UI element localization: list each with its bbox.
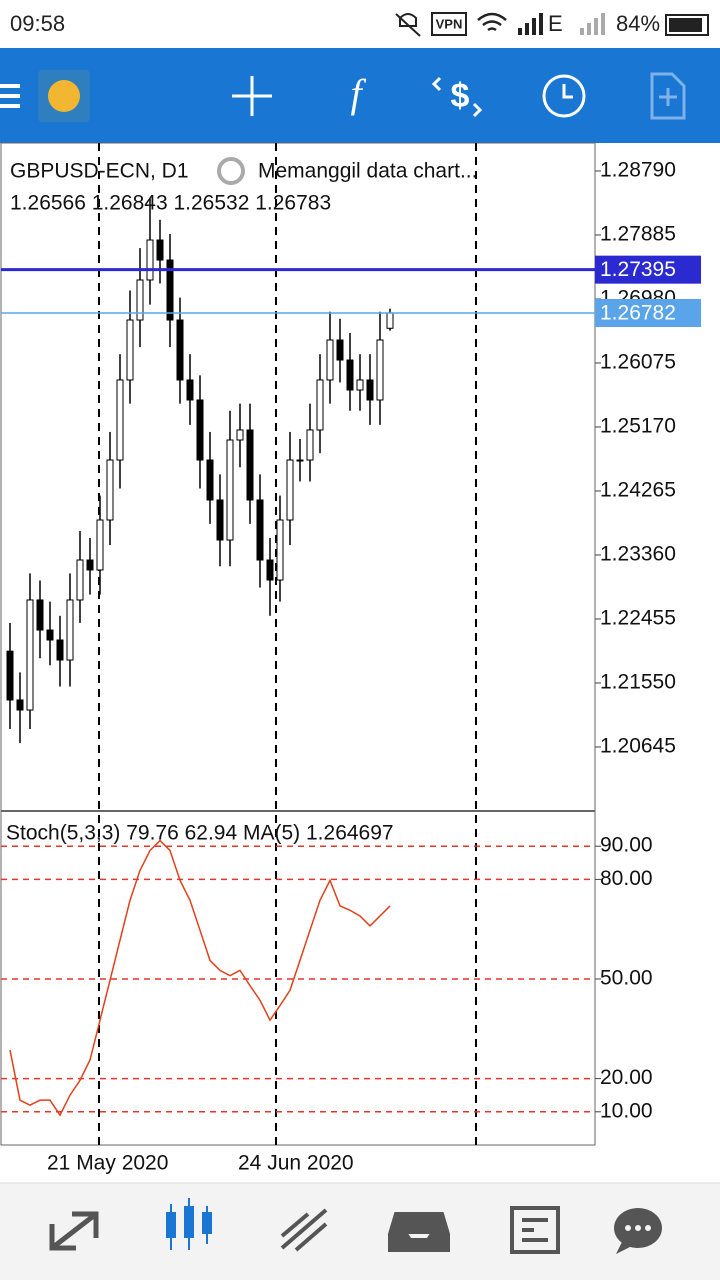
x-label: 24 Jun 2020 <box>238 1152 354 1175</box>
candle-body <box>116 379 124 461</box>
clock: 09:58 <box>10 11 65 36</box>
candle-body <box>366 379 374 401</box>
symbol: GBPUSD-ECN, D1 <box>10 160 189 183</box>
stoch-title: Stoch(5,3,3) 79.76 62.94 MA(5) 1.264697 <box>6 822 394 845</box>
candle-body <box>96 519 104 571</box>
wifi-icon <box>477 12 507 32</box>
candle-body <box>346 359 354 391</box>
nav-messages-dots <box>625 1225 651 1231</box>
y-tick-label: 20.00 <box>600 1066 653 1089</box>
candle-body <box>76 559 84 601</box>
candle-body <box>296 459 304 462</box>
signal <box>518 13 543 35</box>
candle-body <box>46 629 54 641</box>
app-icon-logo <box>48 80 80 112</box>
candle-body <box>16 699 24 711</box>
status-bar <box>0 0 720 48</box>
candle-body <box>226 439 234 541</box>
candle-body <box>106 459 114 521</box>
nav-news[interactable] <box>510 1206 560 1254</box>
candle-body <box>276 519 284 581</box>
y-tick-label: 80.00 <box>600 867 653 890</box>
y-tick-label: 1.23360 <box>600 543 676 566</box>
y-tick-label: 1.20645 <box>600 735 676 758</box>
clock-hands <box>562 84 573 99</box>
y-tick-label: 90.00 <box>600 834 653 857</box>
stoch-line <box>9 839 391 1117</box>
battery <box>665 14 709 36</box>
candle-body <box>246 429 254 501</box>
price-label: 1.27395 <box>600 258 676 281</box>
candle-body <box>206 459 214 501</box>
nav-history[interactable] <box>388 1212 450 1252</box>
candle-body <box>236 429 244 441</box>
y-tick-label: 1.22455 <box>600 607 676 630</box>
nav-news-lines <box>522 1218 548 1242</box>
price-label-box <box>595 299 701 328</box>
candle-body <box>26 599 34 711</box>
candle-body <box>336 339 344 361</box>
candle-body <box>156 239 164 261</box>
candle-body <box>36 599 44 631</box>
nav-trade[interactable] <box>280 1208 328 1252</box>
candle-body <box>386 312 394 329</box>
y-tick-label: 1.24265 <box>600 479 676 502</box>
new-order[interactable] <box>650 72 686 120</box>
plot <box>1 143 601 1145</box>
mute-icon <box>395 13 421 37</box>
candle-body <box>186 379 194 401</box>
y-tick-label: 1.26075 <box>600 351 676 374</box>
toolbar <box>0 48 720 143</box>
candle-body <box>326 339 334 381</box>
vpn: VPN <box>436 16 463 31</box>
candle-body <box>176 319 184 381</box>
y-tick-label: 1.25170 <box>600 415 676 438</box>
y-tick-label: 10.00 <box>600 1099 653 1122</box>
signal-2 <box>580 13 605 35</box>
crosshair[interactable] <box>232 76 272 116</box>
network: E <box>548 11 563 36</box>
bottom-nav <box>0 1183 720 1280</box>
vpn-box <box>431 12 467 36</box>
candle-body <box>256 499 264 561</box>
candle-body <box>286 459 294 521</box>
y-tick-label: 1.21550 <box>600 671 676 694</box>
ohlc: 1.26566 1.26843 1.26532 1.26783 <box>10 192 331 215</box>
candle-body <box>356 379 364 391</box>
x-label: 21 May 2020 <box>47 1152 168 1175</box>
candle-body <box>136 279 144 321</box>
battery-text: 84% <box>616 11 660 36</box>
trade-arrows <box>431 76 483 118</box>
candle-body <box>146 239 154 281</box>
nav-messages-tail <box>616 1242 632 1254</box>
candle-body <box>316 379 324 431</box>
y-tick-label: 50.00 <box>600 967 653 990</box>
candle-body <box>126 319 134 381</box>
price-label-box <box>595 255 701 284</box>
candle-body <box>376 339 384 401</box>
nav-quotes[interactable] <box>49 1211 99 1251</box>
trade[interactable]: $ <box>451 77 470 115</box>
candle-body <box>266 559 274 581</box>
candle-body <box>56 639 64 661</box>
price-label: 1.26782 <box>600 302 676 325</box>
candle-body <box>196 399 204 461</box>
candle-body <box>66 599 74 661</box>
y-tick-label: 1.28790 <box>600 159 676 182</box>
timeframe[interactable] <box>542 74 586 118</box>
chart-frame <box>0 142 596 1146</box>
menu[interactable] <box>0 84 20 108</box>
loading-status: Memanggil data chart... <box>258 160 477 183</box>
nav-chart[interactable] <box>166 1198 212 1250</box>
candle-body <box>6 650 14 701</box>
candle-body <box>306 429 314 461</box>
loading-spinner <box>217 157 245 185</box>
y-tick-label: 1.27885 <box>600 223 676 246</box>
candle-body <box>166 259 174 321</box>
candle-body <box>216 499 224 541</box>
battery-level <box>669 18 702 32</box>
candle-body <box>86 559 94 571</box>
